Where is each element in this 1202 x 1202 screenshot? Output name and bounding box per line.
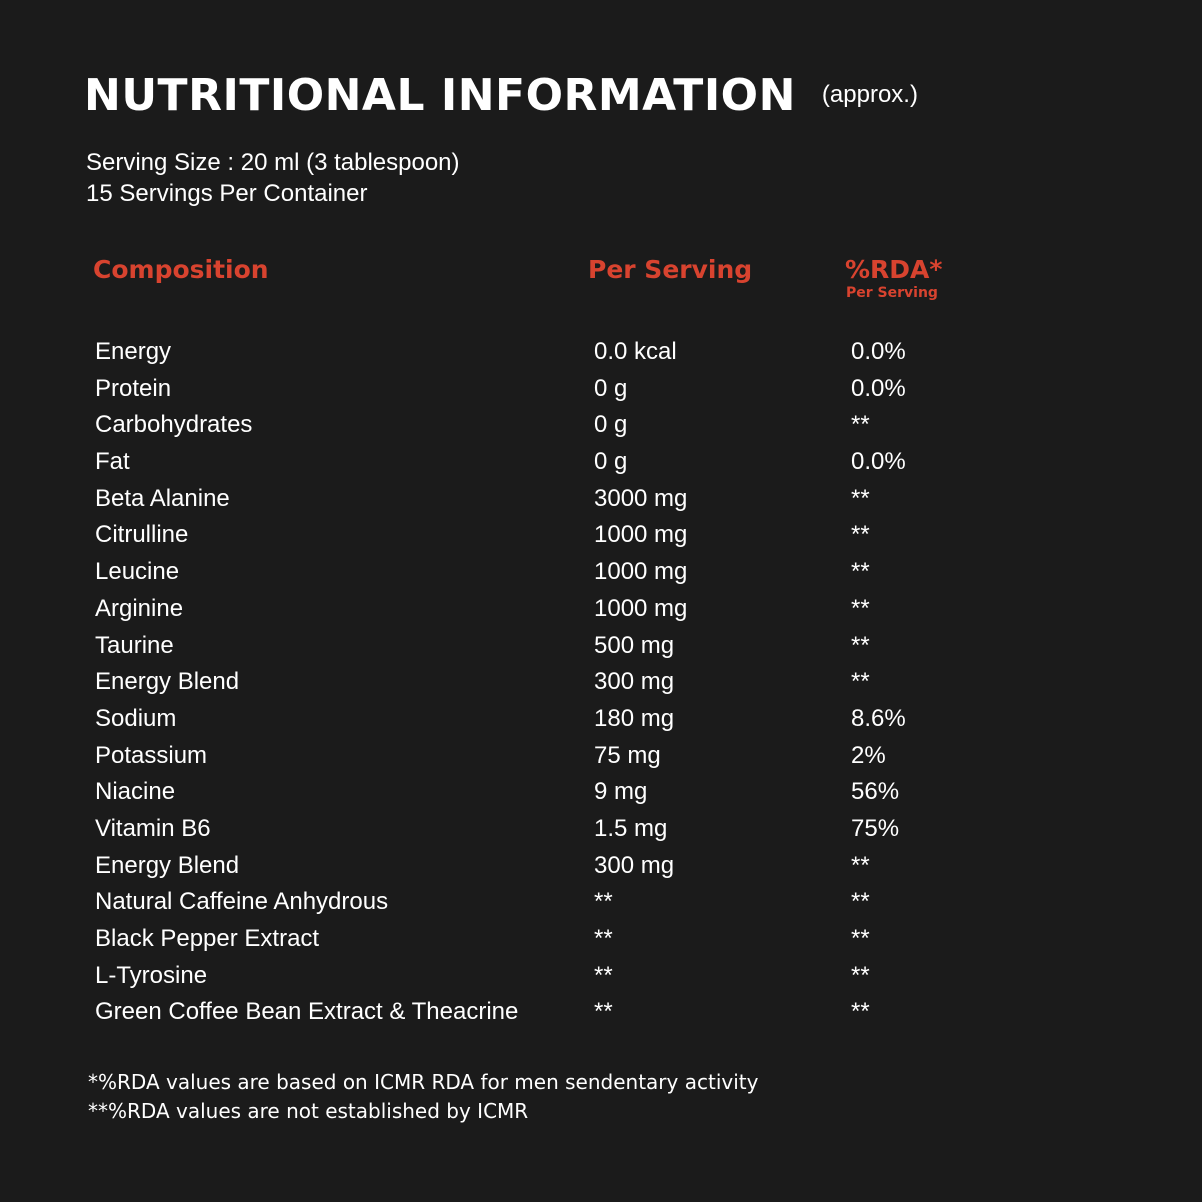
per-serving-cell: ** bbox=[594, 925, 613, 952]
per-serving-cell: 3000 mg bbox=[594, 484, 688, 512]
table-row: Energy Blend 300 mg ** bbox=[0, 664, 1202, 701]
per-serving-cell: 9 mg bbox=[594, 778, 648, 806]
per-serving-cell: 1000 mg bbox=[594, 558, 688, 586]
approx-label: (approx.) bbox=[821, 81, 918, 108]
composition-cell: Energy Blend bbox=[95, 851, 240, 879]
rda-cell: ** bbox=[851, 851, 870, 879]
table-row: Potassium 75 mg 2% bbox=[0, 738, 1202, 775]
column-header-composition: Composition bbox=[93, 255, 269, 284]
per-serving-cell: 0.0 kcal bbox=[594, 338, 677, 365]
title-row: NUTRITIONAL INFORMATION (approx.) bbox=[84, 66, 918, 126]
column-header-rda: %RDA* bbox=[845, 255, 943, 284]
rda-cell: 2% bbox=[851, 741, 886, 769]
table-row: Taurine 500 mg ** bbox=[0, 628, 1202, 665]
table-row: Citrulline 1000 mg ** bbox=[0, 517, 1202, 554]
rda-cell: 56% bbox=[851, 778, 900, 806]
rda-cell: ** bbox=[851, 558, 870, 586]
column-header-rda-sub: Per Serving bbox=[846, 285, 938, 301]
composition-cell: Green Coffee Bean Extract & Theacrine bbox=[95, 998, 519, 1026]
rda-cell: 0.0% bbox=[851, 448, 906, 476]
table-row: Carbohydrates 0 g ** bbox=[0, 407, 1202, 444]
table-row: Vitamin B6 1.5 mg 75% bbox=[0, 811, 1202, 848]
composition-cell: Sodium bbox=[95, 704, 177, 732]
composition-cell: Taurine bbox=[95, 631, 174, 659]
rda-cell: ** bbox=[851, 668, 870, 696]
rda-cell: ** bbox=[851, 484, 870, 512]
column-header-per-serving: Per Serving bbox=[588, 255, 753, 284]
table-row: Protein 0 g 0.0% bbox=[0, 371, 1202, 408]
table-row: L-Tyrosine ** ** bbox=[0, 958, 1202, 995]
footnote-rda-basis: *%RDA values are based on ICMR RDA for m… bbox=[88, 1070, 759, 1094]
per-serving-cell: 1.5 mg bbox=[594, 814, 668, 842]
per-serving-cell: 300 mg bbox=[594, 668, 675, 696]
per-serving-cell: 1000 mg bbox=[594, 521, 688, 549]
rda-cell: ** bbox=[851, 631, 870, 659]
table-row: Green Coffee Bean Extract & Theacrine ** *… bbox=[0, 994, 1202, 1031]
table-row: Arginine 1000 mg ** bbox=[0, 591, 1202, 628]
serving-size: Serving Size : 20 ml (3 tablespoon) bbox=[86, 149, 460, 176]
composition-cell: Leucine bbox=[95, 558, 180, 586]
per-serving-cell: ** bbox=[594, 888, 613, 916]
per-serving-cell: 500 mg bbox=[594, 631, 675, 659]
per-serving-cell: ** bbox=[594, 998, 613, 1026]
rda-cell: ** bbox=[851, 998, 870, 1026]
page-title: NUTRITIONAL INFORMATION bbox=[84, 70, 796, 121]
rda-cell: 0.0% bbox=[851, 374, 906, 402]
table-row: Energy 0.0 kcal 0.0% bbox=[0, 334, 1202, 371]
per-serving-cell: 0 g bbox=[594, 411, 628, 439]
composition-cell: Natural Caffeine Anhydrous bbox=[95, 888, 389, 916]
rda-cell: ** bbox=[851, 594, 870, 622]
per-serving-cell: 180 mg bbox=[594, 704, 675, 732]
composition-cell: Potassium bbox=[95, 741, 208, 769]
composition-cell: Energy Blend bbox=[95, 668, 240, 696]
table-row: Natural Caffeine Anhydrous ** ** bbox=[0, 884, 1202, 921]
composition-cell: Fat bbox=[95, 448, 130, 476]
serving-info: Serving Size : 20 ml (3 tablespoon) 15 S… bbox=[86, 147, 460, 209]
table-header: Composition Per Serving %RDA* Per Servin… bbox=[0, 254, 1202, 314]
composition-cell: Black Pepper Extract bbox=[95, 925, 320, 952]
composition-cell: Energy bbox=[95, 338, 172, 365]
rda-cell: ** bbox=[851, 411, 870, 439]
footnote-rda-not-established: **%RDA values are not established by ICM… bbox=[88, 1099, 529, 1123]
rda-cell: 75% bbox=[851, 814, 900, 842]
table-row: Black Pepper Extract ** ** bbox=[0, 921, 1202, 958]
rda-cell: ** bbox=[851, 888, 870, 916]
composition-cell: Protein bbox=[95, 374, 172, 402]
table-row: Fat 0 g 0.0% bbox=[0, 444, 1202, 481]
table-row: Beta Alanine 3000 mg ** bbox=[0, 481, 1202, 518]
composition-cell: Niacine bbox=[95, 778, 176, 806]
footnotes: *%RDA values are based on ICMR RDA for m… bbox=[88, 1068, 758, 1126]
per-serving-cell: 0 g bbox=[594, 374, 628, 402]
rda-cell: ** bbox=[851, 961, 870, 989]
table-row: Leucine 1000 mg ** bbox=[0, 554, 1202, 591]
servings-per-container: 15 Servings Per Container bbox=[86, 180, 368, 207]
table-row: Sodium 180 mg 8.6% bbox=[0, 701, 1202, 738]
composition-cell: Beta Alanine bbox=[95, 484, 230, 512]
table-row: Energy Blend 300 mg ** bbox=[0, 848, 1202, 885]
composition-cell: Vitamin B6 bbox=[95, 814, 211, 842]
composition-cell: Carbohydrates bbox=[95, 411, 253, 439]
per-serving-cell: 1000 mg bbox=[594, 594, 688, 622]
rda-cell: ** bbox=[851, 521, 870, 549]
composition-cell: L-Tyrosine bbox=[95, 961, 208, 989]
composition-cell: Citrulline bbox=[95, 521, 189, 549]
table-row: Niacine 9 mg 56% bbox=[0, 774, 1202, 811]
per-serving-cell: ** bbox=[594, 961, 613, 989]
per-serving-cell: 75 mg bbox=[594, 741, 661, 769]
composition-cell: Arginine bbox=[95, 594, 184, 622]
rda-cell: ** bbox=[851, 925, 870, 952]
per-serving-cell: 0 g bbox=[594, 448, 628, 476]
per-serving-cell: 300 mg bbox=[594, 851, 675, 879]
nutrition-table: Energy 0.0 kcal 0.0% Protein 0 g 0.0% Carbohyd… bbox=[0, 334, 1202, 1031]
rda-cell: 0.0% bbox=[851, 338, 906, 365]
rda-cell: 8.6% bbox=[851, 704, 906, 732]
